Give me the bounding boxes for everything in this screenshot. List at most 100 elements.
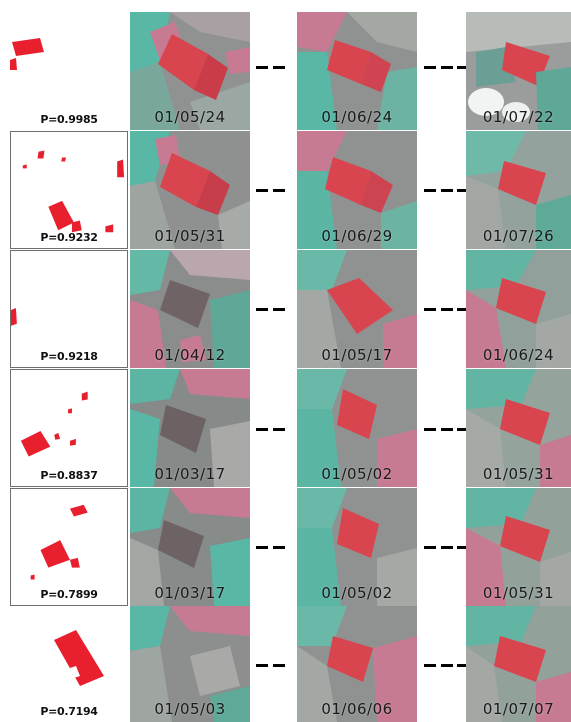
tile-texture — [466, 12, 571, 130]
connector-dash — [457, 66, 466, 69]
tile-texture — [130, 488, 250, 606]
probability-label: P=0.9232 — [40, 231, 98, 244]
connector-dash — [256, 308, 268, 311]
probability-label: P=0.7194 — [40, 705, 98, 718]
connector-dash — [256, 189, 268, 192]
tile-texture — [297, 606, 417, 722]
mask-shapes — [30, 504, 88, 580]
satellite-tile: 01/05/31 — [466, 488, 571, 606]
probability-label: P=0.8837 — [40, 469, 98, 482]
connector-dash — [424, 546, 436, 549]
satellite-tile: 01/05/02 — [297, 369, 417, 487]
satellite-tile: 01/06/24 — [297, 12, 417, 130]
detection-mask: P=0.7899 — [10, 488, 128, 606]
satellite-tile: 01/07/07 — [466, 606, 571, 722]
acquisition-date: 01/07/22 — [482, 108, 555, 126]
tile-texture — [297, 12, 417, 130]
tile-texture — [297, 131, 417, 249]
connector-dash — [424, 308, 436, 311]
satellite-tile: 01/05/02 — [297, 488, 417, 606]
acquisition-date: 01/06/24 — [321, 108, 393, 126]
figure-row: P=0.8837 01/03/17 01/05/02 — [0, 369, 571, 487]
connector-dash — [424, 664, 436, 667]
probability-label: P=0.9985 — [40, 113, 98, 126]
tile-texture — [466, 369, 571, 487]
connector-dash — [457, 428, 466, 431]
acquisition-date: 01/03/17 — [154, 465, 226, 483]
satellite-tile: 01/05/31 — [466, 369, 571, 487]
tile-texture — [466, 131, 571, 249]
tile-texture — [130, 606, 250, 722]
acquisition-date: 01/05/31 — [482, 465, 555, 483]
acquisition-date: 01/06/24 — [482, 346, 555, 364]
tile-texture — [466, 488, 571, 606]
tile-texture — [466, 250, 571, 368]
satellite-tile: 01/03/17 — [130, 488, 250, 606]
detection-mask: P=0.9218 — [10, 250, 128, 368]
mask-shapes — [10, 38, 44, 70]
mask-shapes — [20, 391, 88, 457]
probability-label: P=0.7899 — [40, 588, 98, 601]
detection-mask: P=0.8837 — [10, 369, 128, 487]
acquisition-date: 01/05/31 — [482, 584, 555, 602]
acquisition-date: 01/06/29 — [321, 227, 393, 245]
satellite-tile: 01/04/12 — [130, 250, 250, 368]
connector-dash — [424, 428, 436, 431]
tile-texture — [130, 12, 250, 130]
acquisition-date: 01/07/07 — [482, 700, 555, 718]
connector-dash — [457, 189, 466, 192]
connector-dash — [273, 308, 285, 311]
acquisition-date: 01/05/24 — [154, 108, 226, 126]
satellite-tile: 01/05/24 — [130, 12, 250, 130]
acquisition-date: 01/03/17 — [154, 584, 226, 602]
connector-dash — [256, 428, 268, 431]
connector-dash — [457, 308, 466, 311]
acquisition-date: 01/05/03 — [154, 700, 226, 718]
detection-mask: P=0.7194 — [10, 606, 128, 722]
connector-dash — [441, 66, 453, 69]
connector-dash — [273, 546, 285, 549]
connector-dash — [273, 428, 285, 431]
satellite-tile: 01/06/29 — [297, 131, 417, 249]
acquisition-date: 01/07/26 — [482, 227, 555, 245]
connector-dash — [457, 546, 466, 549]
connector-dash — [424, 66, 436, 69]
figure-row: P=0.9985 01/05/24 — [0, 12, 571, 130]
figure-row: P=0.7899 01/03/17 01/05/02 — [0, 488, 571, 606]
connector-dash — [256, 66, 268, 69]
satellite-tile: 01/05/31 — [130, 131, 250, 249]
connector-dash — [256, 664, 268, 667]
acquisition-date: 01/05/31 — [154, 227, 226, 245]
detection-mask: P=0.9232 — [10, 131, 128, 249]
tile-texture — [297, 250, 417, 368]
tile-texture — [297, 488, 417, 606]
detection-mask: P=0.9985 — [10, 12, 128, 130]
connector-dash — [441, 308, 453, 311]
connector-dash — [273, 189, 285, 192]
satellite-tile: 01/06/06 — [297, 606, 417, 722]
satellite-tile: 01/07/26 — [466, 131, 571, 249]
figure-row: P=0.9218 01/04/12 01/0 — [0, 250, 571, 368]
mask-shapes — [54, 630, 104, 686]
acquisition-date: 01/06/06 — [321, 700, 393, 718]
connector-dash — [441, 664, 453, 667]
connector-dash — [441, 189, 453, 192]
satellite-tile: 01/06/24 — [466, 250, 571, 368]
acquisition-date: 01/04/12 — [154, 346, 226, 364]
acquisition-date: 01/05/02 — [321, 465, 393, 483]
tile-texture — [130, 131, 250, 249]
figure-row: P=0.7194 01/05/03 01/06/06 — [0, 606, 571, 722]
tile-texture — [130, 369, 250, 487]
mask-shapes — [22, 150, 125, 233]
connector-dash — [424, 189, 436, 192]
satellite-tile: 01/03/17 — [130, 369, 250, 487]
acquisition-date: 01/05/02 — [321, 584, 393, 602]
tile-texture — [297, 369, 417, 487]
satellite-tile: 01/05/17 — [297, 250, 417, 368]
tile-texture — [130, 250, 250, 368]
connector-dash — [457, 664, 466, 667]
connector-dash — [256, 546, 268, 549]
probability-label: P=0.9218 — [40, 350, 98, 363]
satellite-tile: 01/05/03 — [130, 606, 250, 722]
